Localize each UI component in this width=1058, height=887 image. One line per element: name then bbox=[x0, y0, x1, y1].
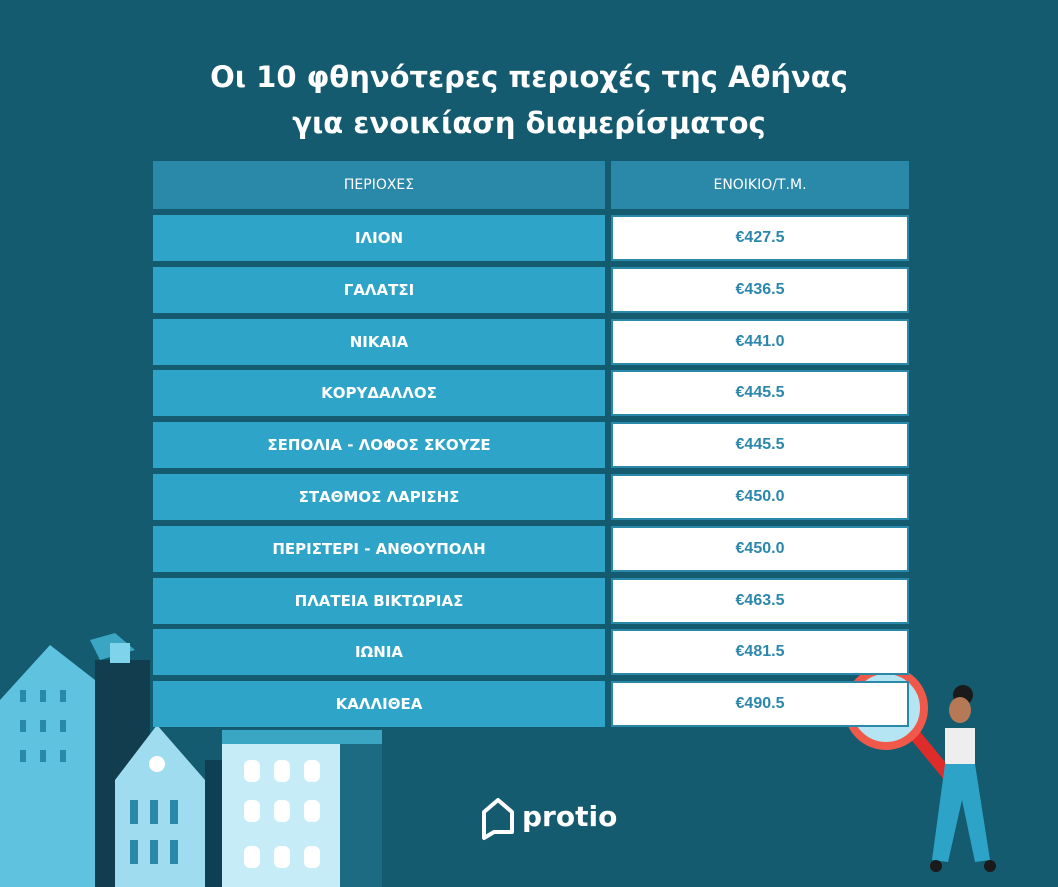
rent-cell: €450.0 bbox=[611, 474, 909, 520]
rent-cell: €450.0 bbox=[611, 525, 909, 572]
area-cell: ΚΟΡΥΔΑΛΛΟΣ bbox=[153, 370, 605, 417]
area-cell: ΝΙΚΑΙΑ bbox=[153, 318, 605, 365]
column-header: ΠΕΡΙΟΧΕΣ bbox=[153, 161, 605, 209]
title-line: Οι 10 φθηνότερες περιοχές της Αθήνας bbox=[210, 60, 848, 94]
rent-cell: €481.5 bbox=[611, 629, 909, 676]
rent-cell: €463.5 bbox=[611, 577, 909, 624]
rent-cell: €490.5 bbox=[611, 681, 909, 728]
rent-cell: €427.5 bbox=[611, 215, 909, 261]
rent-cell: €445.5 bbox=[611, 370, 909, 417]
rent-cell: €445.5 bbox=[611, 422, 909, 469]
area-cell: ΣΕΠΟΛΙΑ - ΛΟΦΟΣ ΣΚΟΥΖΕ bbox=[153, 422, 605, 469]
title-line: για ενοικίαση διαμερίσματος bbox=[292, 106, 766, 140]
rent-cell: €436.5 bbox=[611, 266, 909, 313]
area-cell: ΙΛΙΟΝ bbox=[153, 215, 605, 261]
area-cell: ΠΕΡΙΣΤΕΡΙ - ΑΝΘΟΥΠΟΛΗ bbox=[153, 525, 605, 572]
area-cell: ΣΤΑΘΜΟΣ ΛΑΡΙΣΗΣ bbox=[153, 474, 605, 520]
area-cell: ΙΩΝΙΑ bbox=[153, 629, 605, 676]
area-cell: ΠΛΑΤΕΙΑ ΒΙΚΤΩΡΙΑΣ bbox=[153, 577, 605, 624]
area-cell: ΓΑΛΑΤΣΙ bbox=[153, 266, 605, 313]
rent-cell: €441.0 bbox=[611, 318, 909, 365]
area-cell: ΚΑΛΛΙΘΕΑ bbox=[153, 681, 605, 728]
logo-text: protio bbox=[522, 800, 618, 833]
column-header: ΕΝΟΙΚΙΟ/Τ.Μ. bbox=[611, 161, 909, 209]
